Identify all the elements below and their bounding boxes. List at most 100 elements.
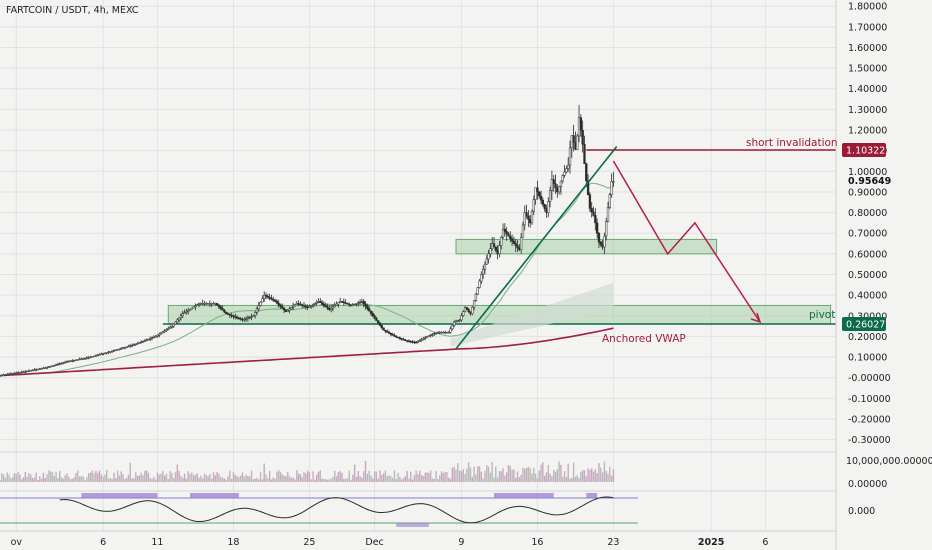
- volume-bar: [106, 470, 108, 482]
- candle-body: [541, 199, 545, 205]
- candle-body: [109, 351, 112, 353]
- time-tick-label: ov: [11, 537, 23, 548]
- volume-bar: [173, 477, 175, 482]
- candle-body: [438, 332, 441, 334]
- candle-body: [349, 304, 353, 306]
- candle-body: [147, 338, 150, 341]
- volume-bar: [183, 473, 186, 482]
- candle-body: [447, 332, 450, 334]
- candle-body: [449, 328, 452, 333]
- candle-body: [552, 179, 555, 184]
- volume-bar: [373, 471, 376, 482]
- candle-body: [454, 321, 458, 323]
- candle-body: [348, 303, 351, 306]
- moving-averages: [0, 182, 614, 377]
- volume-bar: [281, 474, 283, 482]
- volume-bar: [37, 479, 39, 482]
- volume-bar: [243, 476, 245, 482]
- oscillator-tick-label: 0.000: [848, 506, 875, 517]
- volume-bar: [518, 477, 521, 482]
- candle-body: [112, 350, 116, 352]
- candle-body: [196, 304, 199, 306]
- candle-body: [44, 367, 47, 369]
- volume-bar: [335, 476, 338, 482]
- price-axis-bg[interactable]: [836, 0, 932, 550]
- volume-bar: [182, 477, 184, 482]
- candle-body: [377, 320, 380, 324]
- volume-bar: [401, 479, 403, 482]
- candle-body: [311, 304, 315, 306]
- chart-title: FARTCOIN / USDT, 4h, MEXC: [6, 5, 139, 16]
- last-price-value: 0.95649: [848, 176, 891, 187]
- candle-body: [386, 331, 389, 333]
- volume-bar: [263, 463, 265, 482]
- candle-body: [248, 316, 251, 319]
- volume-bar: [563, 471, 566, 482]
- candle-body: [310, 305, 313, 307]
- volume-bar: [97, 472, 99, 482]
- price-tick-label: 0.90000: [848, 187, 887, 198]
- candle-body: [264, 294, 268, 297]
- volume-bar: [68, 476, 70, 482]
- volume-bar: [42, 472, 45, 482]
- volume-bar: [267, 478, 269, 482]
- volume-bar: [413, 475, 416, 482]
- volume-bar: [522, 467, 524, 482]
- candle-body: [416, 341, 420, 343]
- volume-bar: [524, 468, 526, 482]
- volume-bar: [453, 466, 455, 482]
- volume-bar: [346, 478, 349, 482]
- volume-bar: [402, 477, 405, 482]
- candle-body: [42, 367, 45, 370]
- candle-body: [293, 304, 297, 307]
- candle-body: [588, 194, 592, 209]
- volume-bar: [581, 470, 584, 482]
- candle-body: [548, 190, 552, 202]
- volume-bar: [11, 477, 14, 482]
- candle-body: [396, 336, 400, 339]
- volume-bar: [297, 473, 300, 482]
- candle-body: [556, 187, 559, 193]
- candle-body: [382, 327, 385, 331]
- volume-bar: [370, 475, 372, 482]
- price-tick-label: 1.00000: [848, 167, 887, 178]
- volume-bar: [422, 475, 425, 482]
- candle-body: [56, 364, 60, 366]
- volume-bar: [156, 472, 159, 482]
- volume-bar: [69, 479, 72, 482]
- candle-body: [346, 303, 349, 305]
- volume-bar: [268, 470, 271, 482]
- candle-body: [570, 135, 573, 149]
- volume-bar: [98, 470, 101, 482]
- volume-bar: [601, 472, 604, 482]
- candle-body: [317, 301, 320, 303]
- candle-body: [574, 142, 577, 150]
- volume-bar: [73, 477, 75, 482]
- candle-body: [313, 303, 317, 305]
- candle-body: [503, 228, 507, 232]
- oscillator-overbought-fill: [586, 493, 598, 498]
- volume-bar: [187, 471, 189, 482]
- volume-bar: [234, 474, 236, 482]
- candle-body: [434, 332, 438, 335]
- volume-bar: [527, 466, 530, 482]
- candle-body: [159, 332, 163, 335]
- candle-body: [476, 287, 479, 295]
- volume-bar: [554, 471, 557, 482]
- volume-bar: [133, 478, 135, 482]
- candle-body: [418, 340, 421, 342]
- volume-bar: [227, 476, 229, 482]
- volume-bar: [147, 472, 150, 482]
- volume-bar: [495, 466, 497, 482]
- volume-bar: [135, 472, 137, 482]
- candle-body: [322, 303, 326, 306]
- candle-body: [519, 237, 523, 250]
- moving-average-line: [37, 182, 614, 375]
- pivot-label: pivot: [809, 309, 835, 321]
- volume-bar: [442, 472, 445, 482]
- volume-bar: [256, 477, 258, 482]
- volume-bar: [285, 476, 287, 482]
- volume-bar: [583, 470, 586, 482]
- candle-body: [367, 308, 371, 312]
- volume-bar: [124, 478, 126, 482]
